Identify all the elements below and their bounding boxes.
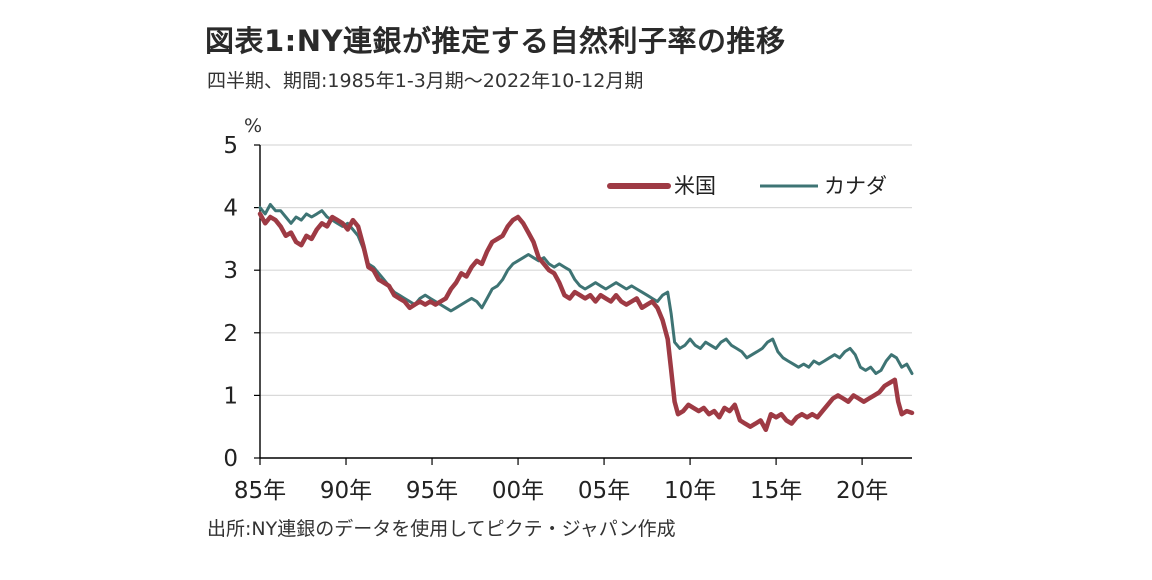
y-axis-ticks: 0 1 2 3 4 5 (223, 133, 261, 472)
gridlines (260, 144, 912, 396)
series-line-us (257, 211, 915, 433)
x-tick-label: 90年 (320, 478, 372, 504)
x-tick-label: 15年 (750, 478, 802, 504)
legend: 米国 カナダ (607, 174, 887, 198)
y-tick-label: 1 (223, 383, 238, 409)
x-tick-label: 05年 (578, 478, 630, 504)
chart-subtitle: 四半期、期間:1985年1-3月期～2022年10-12月期 (207, 70, 644, 92)
legend-label-canada: カナダ (824, 174, 887, 198)
y-tick-label: 0 (223, 446, 238, 472)
x-tick-label: 95年 (406, 478, 458, 504)
x-tick-label: 20年 (836, 478, 888, 504)
x-axis-ticks: 85年 90年 95年 00年 05年 10年 15年 20年 (234, 457, 912, 504)
y-tick-label: 2 (223, 321, 238, 347)
y-axis-unit-label: % (244, 115, 262, 137)
legend-label-us: 米国 (674, 174, 716, 198)
source-note: 出所:NY連銀のデータを使用してピクテ・ジャパン作成 (207, 518, 676, 540)
x-tick-label: 00年 (492, 478, 544, 504)
x-tick-label: 85年 (234, 478, 286, 504)
y-tick-label: 3 (223, 258, 238, 284)
series-lines (257, 203, 915, 433)
x-tick-label: 10年 (664, 478, 716, 504)
y-tick-label: 4 (223, 196, 238, 222)
chart-title: 図表1:NY連銀が推定する自然利子率の推移 (205, 24, 786, 58)
y-tick-label: 5 (223, 133, 238, 159)
